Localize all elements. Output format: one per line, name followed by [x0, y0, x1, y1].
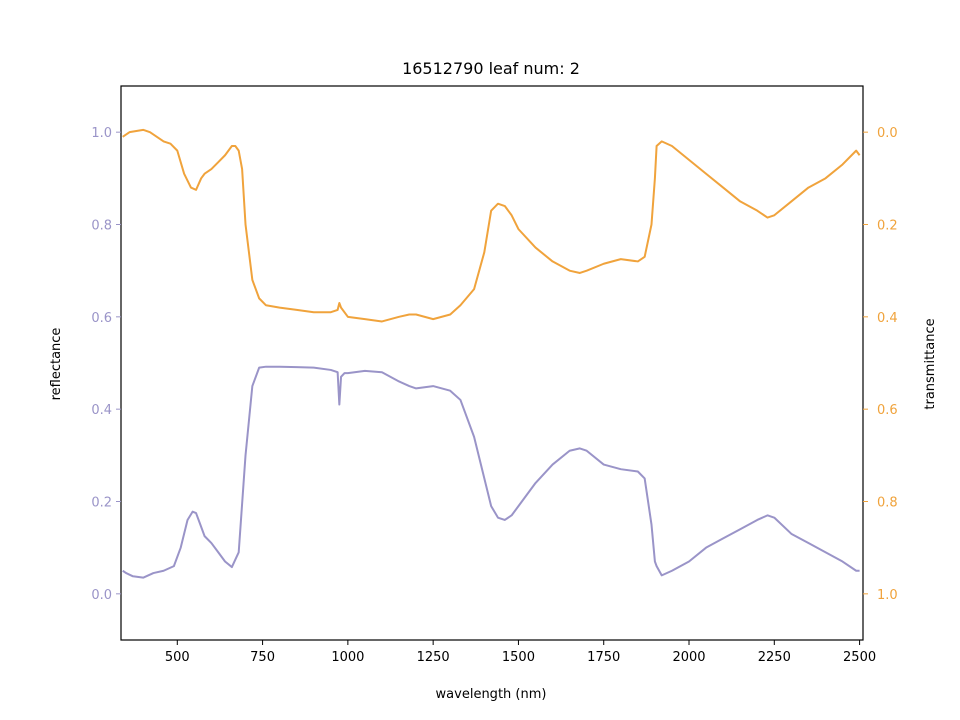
y-left-tick-label: 0.6: [91, 311, 112, 326]
series-layer: [122, 128, 861, 579]
x-tick-label: 2500: [843, 650, 876, 665]
y-left-tick-label: 0.8: [91, 219, 112, 234]
x-tick-label: 750: [250, 650, 275, 665]
x-axis: 500 750 1000 1250 1500 1750 2000 2250 2500: [165, 640, 876, 665]
x-tick-label: 500: [165, 650, 190, 665]
transmittance-line: [122, 128, 861, 323]
chart-title: 16512790 leaf num: 2: [402, 59, 580, 78]
y-right-tick-label: 0.8: [877, 496, 898, 511]
y-left-tick-label: 0.4: [91, 403, 112, 418]
plot-area: [120, 85, 864, 641]
y-axis-left-label: reflectance: [49, 328, 64, 401]
y-axis-left: 0.0 0.2 0.4 0.6 0.8 1.0: [91, 126, 121, 603]
x-tick-label: 1750: [587, 650, 620, 665]
y-left-tick-label: 0.2: [91, 496, 112, 511]
y-right-tick-label: 0.0: [877, 126, 898, 141]
x-tick-label: 2000: [672, 650, 705, 665]
reflectance-line: [122, 365, 860, 579]
axes-frame: [120, 85, 864, 641]
x-tick-label: 2250: [758, 650, 791, 665]
y-right-tick-label: 1.0: [877, 588, 898, 603]
y-right-tick-label: 0.4: [877, 311, 898, 326]
x-tick-label: 1250: [417, 650, 450, 665]
y-left-tick-label: 1.0: [91, 126, 112, 141]
y-axis-right-label: transmittance: [923, 318, 938, 409]
y-right-tick-label: 0.6: [877, 403, 898, 418]
x-tick-label: 1500: [502, 650, 535, 665]
x-axis-label: wavelength (nm): [436, 687, 547, 702]
y-right-tick-label: 0.2: [877, 219, 898, 234]
x-tick-label: 1000: [331, 650, 364, 665]
y-axis-right: 0.0 0.2 0.4 0.6 0.8 1.0: [863, 126, 898, 603]
y-left-tick-label: 0.0: [91, 588, 112, 603]
